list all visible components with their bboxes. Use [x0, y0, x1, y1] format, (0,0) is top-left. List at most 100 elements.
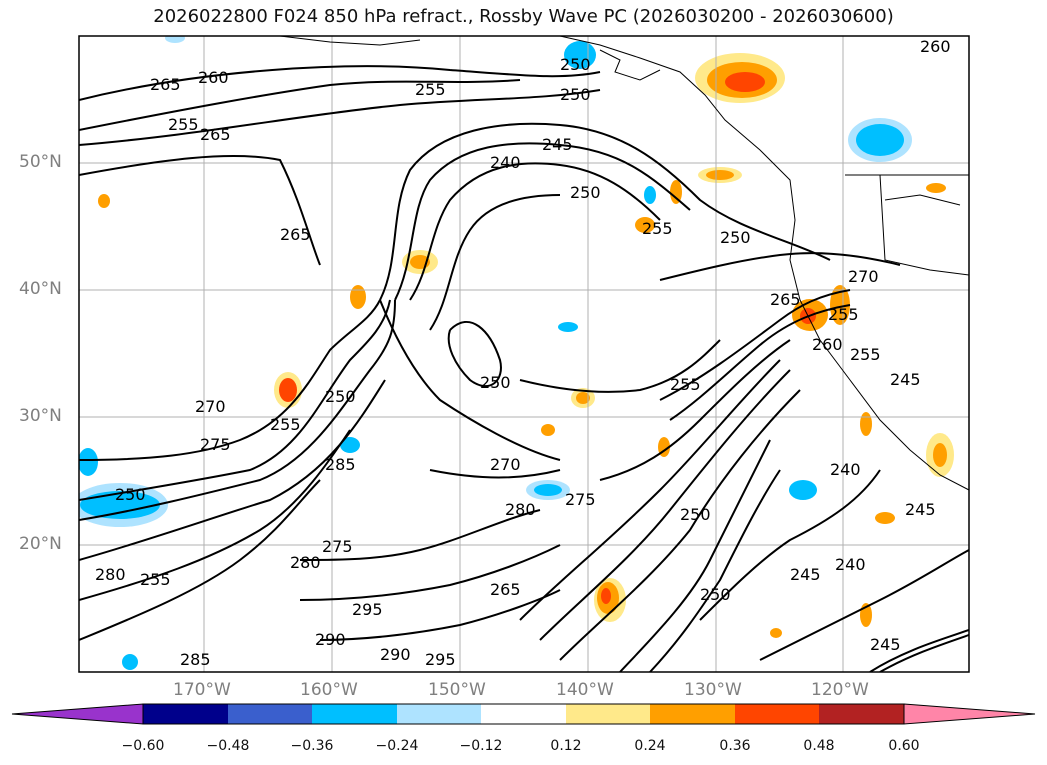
contour-label: 290: [380, 645, 411, 664]
contour-label: 245: [905, 500, 936, 519]
contour-label: 240: [830, 460, 861, 479]
anomaly-patch-positive: [933, 443, 947, 467]
contour-label: 275: [200, 435, 231, 454]
contour-label: 255: [670, 375, 701, 394]
anomaly-patch-positive: [875, 512, 895, 524]
map-plot-area: 265 260 255 255 265 250 260 265 245 240 …: [79, 36, 969, 672]
contour-label: 245: [542, 135, 573, 154]
contour-label: 260: [198, 68, 229, 87]
latitude-label: 20°N: [19, 534, 62, 554]
contour-label: 270: [490, 455, 521, 474]
contour-label: 250: [570, 183, 601, 202]
contour-label: 275: [322, 537, 353, 556]
contour-label: 280: [505, 500, 536, 519]
colorbar-segment: [397, 704, 481, 724]
colorbar-segment: [566, 704, 650, 724]
anomaly-patch-negative: [856, 124, 904, 156]
colorbar-tick-label: −0.36: [290, 738, 334, 754]
contour-label: 270: [195, 397, 226, 416]
contour-label: 245: [790, 565, 821, 584]
longitude-label: 170°W: [173, 680, 231, 700]
anomaly-patch-negative: [340, 437, 360, 453]
contour-label: 250: [325, 387, 356, 406]
contour-label: 255: [850, 345, 881, 364]
anomaly-patch-negative: [79, 448, 98, 476]
graticule: [79, 36, 969, 672]
anomaly-patch-positive: [601, 588, 611, 604]
contour-label: 280: [95, 565, 126, 584]
colorbar-tick-label: 0.48: [803, 738, 835, 754]
contour-label: 240: [835, 555, 866, 574]
anomaly-patch-positive: [541, 424, 555, 436]
anomaly-patch-positive: [98, 194, 110, 208]
contour-label: 250: [700, 585, 731, 604]
colorbar-tick-label: 0.60: [888, 738, 920, 754]
contour-label: 270: [848, 267, 879, 286]
colorbar-tick-label: 0.24: [634, 738, 666, 754]
contour-label: 245: [890, 370, 921, 389]
colorbar-segment: [650, 704, 735, 724]
contour-label: 255: [270, 415, 301, 434]
colorbar-extend-max: [903, 703, 1036, 725]
contour-label: 250: [560, 85, 591, 104]
latitude-label: 40°N: [19, 279, 62, 299]
contour-label: 295: [425, 650, 456, 669]
contour-label: 265: [770, 290, 801, 309]
contour-label: 250: [560, 55, 591, 74]
anomaly-patch-negative: [644, 186, 656, 204]
anomaly-patch-negative: [558, 322, 578, 332]
longitude-label: 130°W: [684, 680, 742, 700]
anomaly-patch-positive: [860, 412, 872, 436]
colorbar-segment: [481, 704, 566, 724]
latitude-label: 30°N: [19, 406, 62, 426]
longitude-label: 120°W: [811, 680, 869, 700]
anomaly-patch-positive: [576, 392, 590, 404]
anomaly-patch-positive: [926, 183, 946, 193]
anomaly-patch-positive: [706, 170, 734, 180]
anomaly-patch-negative: [122, 654, 138, 670]
anomaly-patch-negative: [789, 480, 817, 500]
latitude-label: 50°N: [19, 152, 62, 172]
anomaly-patch-positive: [725, 72, 765, 92]
contour-label: 255: [168, 115, 199, 134]
map-title: 2026022800 F024 850 hPa refract., Rossby…: [153, 6, 894, 27]
colorbar-extend-min: [11, 703, 144, 725]
contour-label: 255: [415, 80, 446, 99]
anomaly-patch-negative: [534, 484, 562, 496]
colorbar-tick-label: −0.24: [375, 738, 419, 754]
colorbar-tick-label: −0.48: [206, 738, 250, 754]
anomaly-patch-positive: [830, 285, 850, 325]
colorbar-segment: [143, 704, 228, 724]
colorbar-tick-label: −0.12: [459, 738, 503, 754]
contour-label: 285: [325, 455, 356, 474]
colorbar-tick-label: 0.12: [550, 738, 582, 754]
anomaly-patch-positive: [670, 180, 682, 204]
anomaly-patch-negative: [165, 36, 185, 43]
contour-label: 290: [315, 630, 346, 649]
anomaly-patch-positive: [350, 285, 366, 309]
contour-label: 260: [812, 335, 843, 354]
refractivity-contours: [79, 65, 969, 672]
map-frame: [78, 35, 970, 673]
longitude-label: 140°W: [556, 680, 614, 700]
contour-label: 250: [480, 373, 511, 392]
contour-label: 295: [352, 600, 383, 619]
contour-label: 285: [180, 650, 211, 669]
contour-label: 275: [565, 490, 596, 509]
coastline: [279, 36, 969, 491]
contour-label: 280: [290, 553, 321, 572]
contour-label: 260: [920, 37, 951, 56]
colorbar-frame: [142, 703, 905, 725]
contour-label: 265: [280, 225, 311, 244]
colorbar-segment: [819, 704, 904, 724]
contour-label: 255: [140, 570, 171, 589]
longitude-label: 160°W: [300, 680, 358, 700]
contour-label: 250: [720, 228, 751, 247]
contour-label: 250: [115, 485, 146, 504]
contour-label: 265: [200, 125, 231, 144]
contour-label: 255: [828, 305, 859, 324]
contour-label-layer: 265 260 255 255 265 250 260 265 245 240 …: [95, 37, 951, 669]
colorbar: [11, 703, 1036, 725]
colorbar-tick-label: 0.36: [719, 738, 751, 754]
